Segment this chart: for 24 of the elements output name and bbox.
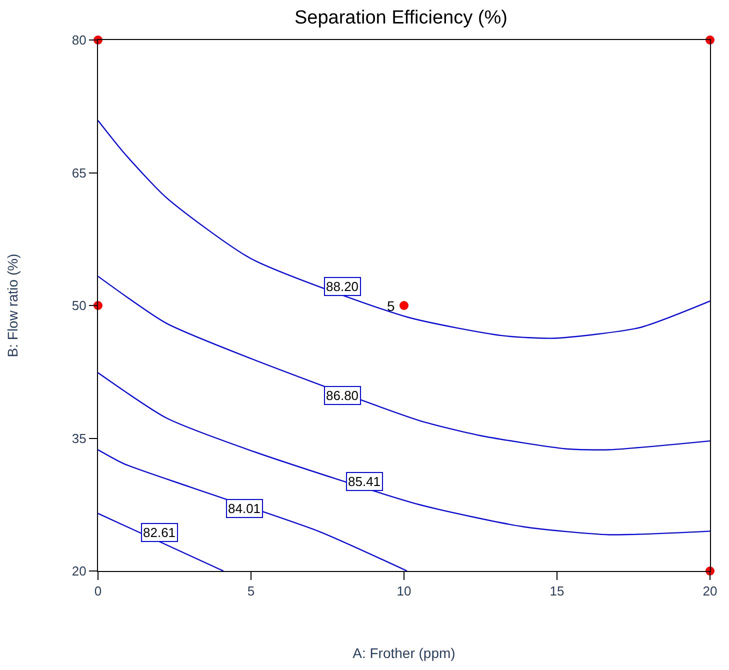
annotation: 5 — [387, 298, 395, 314]
x-tick-label: 10 — [396, 584, 412, 599]
y-tick-label: 65 — [72, 165, 86, 180]
y-axis-title: B: Flow ratio (%) — [4, 254, 21, 358]
line-series — [98, 449, 408, 571]
y-tick-label: 80 — [72, 32, 86, 48]
x-tick-label: 20 — [702, 584, 718, 599]
x-axis-title: A: Frother (ppm) — [352, 644, 456, 661]
point — [400, 301, 408, 310]
annotation: 82.61 — [143, 525, 176, 540]
line-series — [98, 120, 710, 339]
annotation: 88.20 — [326, 279, 359, 294]
y-tick-label: 50 — [72, 298, 86, 314]
line-series — [98, 276, 710, 450]
annotation: 86.80 — [326, 388, 359, 403]
y-tick-label: 35 — [72, 430, 86, 446]
line-series — [98, 372, 710, 536]
x-tick-label: 5 — [247, 584, 255, 599]
annotation: 85.41 — [348, 474, 381, 489]
y-tick-label: 20 — [72, 564, 86, 579]
annotation: 84.01 — [228, 501, 261, 516]
chart-title: Separation Efficiency (%) — [294, 7, 508, 28]
x-tick-label: 0 — [94, 584, 102, 599]
x-tick-label: 15 — [550, 584, 564, 599]
